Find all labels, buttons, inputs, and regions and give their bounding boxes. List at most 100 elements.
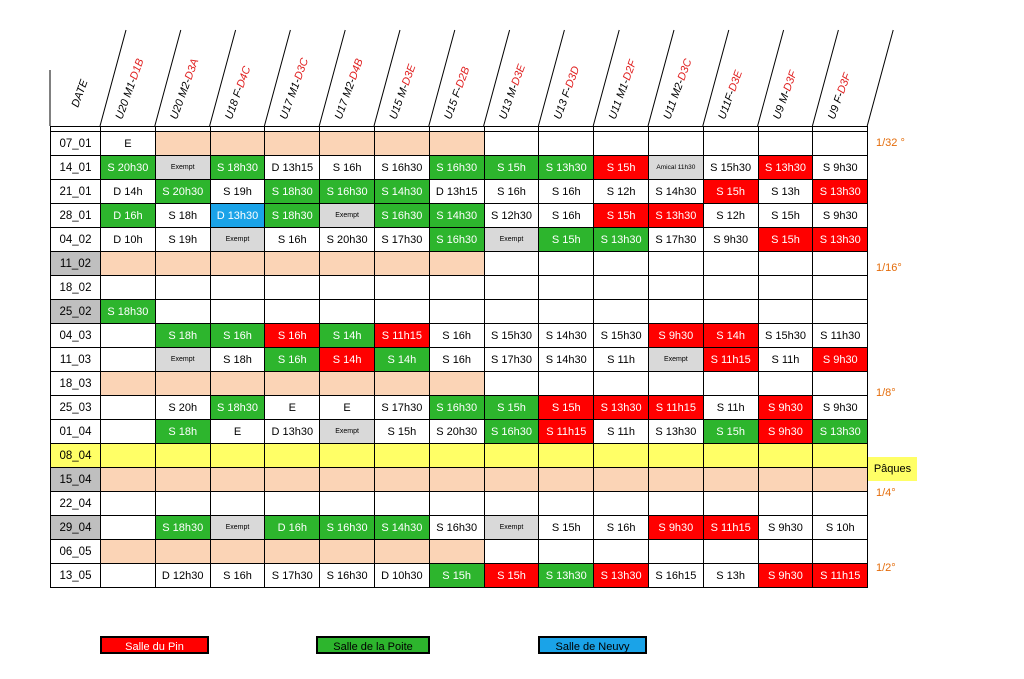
match-cell (100, 323, 156, 348)
match-cell: E (100, 131, 156, 156)
match-cell (209, 491, 266, 516)
match-cell: S 18h30 (264, 203, 321, 228)
match-cell: S 20h30 (428, 419, 485, 444)
date-cell: 04_02 (50, 227, 101, 252)
match-cell: S 14h (319, 347, 375, 372)
match-cell (593, 467, 649, 492)
match-cell: S 9h30 (812, 395, 869, 420)
team-column-header: U11 M2-D3C (662, 57, 695, 121)
team-name: U20 M2- (168, 77, 194, 121)
match-cell (538, 131, 595, 156)
match-cell (319, 539, 375, 564)
match-cell (757, 131, 814, 156)
match-cell (100, 467, 156, 492)
team-column-header: U20 M1-D1B (114, 57, 147, 121)
match-cell (538, 251, 595, 276)
team-division: D3E (727, 68, 746, 93)
match-cell (483, 371, 540, 396)
match-cell: S 16h30 (319, 179, 375, 204)
match-cell: S 9h30 (757, 419, 814, 444)
date-cell: 06_05 (50, 539, 101, 564)
match-cell (593, 131, 649, 156)
match-cell (100, 515, 156, 540)
match-cell: S 16h (209, 323, 266, 348)
team-column-header: U13 F-D3D (552, 65, 582, 121)
date-cell: 21_01 (50, 179, 101, 204)
match-cell (264, 299, 321, 324)
match-cell (428, 491, 485, 516)
match-cell (812, 131, 869, 156)
schedule-table: 07_01 E 14_01 S 20h30 Exempt S 18h30 D 13h15 S … (50, 126, 869, 588)
schedule-row: 25_03 S 20h S 18h30 E E S 17h30 S 16h30 S 15h S … (50, 395, 869, 420)
match-cell (373, 131, 430, 156)
match-cell (154, 539, 211, 564)
match-cell (154, 131, 211, 156)
match-cell: Exempt (154, 155, 211, 180)
header-divider (702, 29, 730, 127)
match-cell: S 9h30 (757, 563, 814, 588)
match-cell: S 18h30 (154, 515, 211, 540)
team-column-header: U20 M2-D3A (168, 57, 201, 121)
match-cell: S 11h (757, 347, 814, 372)
match-cell: Amical 11h30 (647, 155, 704, 180)
legend-salle-de-la-poite: Salle de la Poite (316, 636, 430, 654)
match-cell (264, 467, 321, 492)
match-cell (100, 539, 156, 564)
match-cell: S 16h30 (373, 155, 430, 180)
team-division: D3A (183, 57, 202, 81)
match-cell: S 16h30 (373, 203, 430, 228)
header-divider (866, 29, 894, 127)
match-cell (373, 251, 430, 276)
match-cell (154, 251, 211, 276)
match-cell: S 11h (593, 347, 649, 372)
match-cell: S 15h (483, 155, 540, 180)
match-cell: S 16h30 (319, 563, 375, 588)
match-cell: S 14h30 (647, 179, 704, 204)
match-cell (757, 251, 814, 276)
match-cell: S 16h30 (428, 227, 485, 252)
team-division: D3E (509, 62, 528, 87)
match-cell (428, 131, 485, 156)
header-divider (592, 29, 620, 127)
match-cell: S 16h (428, 323, 485, 348)
match-cell: S 19h (209, 179, 266, 204)
match-cell: S 15h (483, 395, 540, 420)
match-cell: S 16h30 (483, 419, 540, 444)
schedule-row: 04_02 D 10h S 19h Exempt S 16h S 20h30 S 17h30… (50, 227, 869, 252)
match-cell: Exempt (154, 347, 211, 372)
schedule-row: 06_05 (50, 539, 869, 564)
match-cell: S 13h (757, 179, 814, 204)
team-name: U20 M1- (114, 77, 140, 121)
match-cell (154, 371, 211, 396)
team-column-header: U17 M1-D3C (278, 57, 311, 121)
round-note: 1/8° (876, 387, 896, 399)
match-cell: S 16h30 (428, 515, 485, 540)
team-name: U17 M2- (333, 77, 359, 121)
date-cell: 29_04 (50, 515, 101, 540)
match-cell: S 9h30 (812, 155, 869, 180)
match-cell (702, 251, 759, 276)
match-cell: S 15h30 (483, 323, 540, 348)
date-cell: 04_03 (50, 323, 101, 348)
match-cell (647, 275, 704, 300)
schedule-row: 11_03 Exempt S 18h S 16h S 14h S 14h S 16h S 17… (50, 347, 869, 372)
match-cell: S 18h (209, 347, 266, 372)
match-cell: S 13h30 (812, 179, 869, 204)
match-cell: S 11h15 (647, 395, 704, 420)
match-cell: S 14h30 (373, 179, 430, 204)
match-cell (209, 251, 266, 276)
date-column-header: DATE (70, 77, 91, 109)
header-divider (537, 29, 565, 127)
schedule-row: 18_03 (50, 371, 869, 396)
match-cell: S 18h (154, 203, 211, 228)
match-cell (812, 299, 869, 324)
match-cell (757, 275, 814, 300)
match-cell (812, 539, 869, 564)
match-cell (373, 491, 430, 516)
team-division: D2F (621, 57, 640, 82)
match-cell: S 9h30 (812, 203, 869, 228)
match-cell (757, 539, 814, 564)
match-cell: S 18h30 (264, 179, 321, 204)
match-cell (483, 275, 540, 300)
match-cell: E (319, 395, 375, 420)
